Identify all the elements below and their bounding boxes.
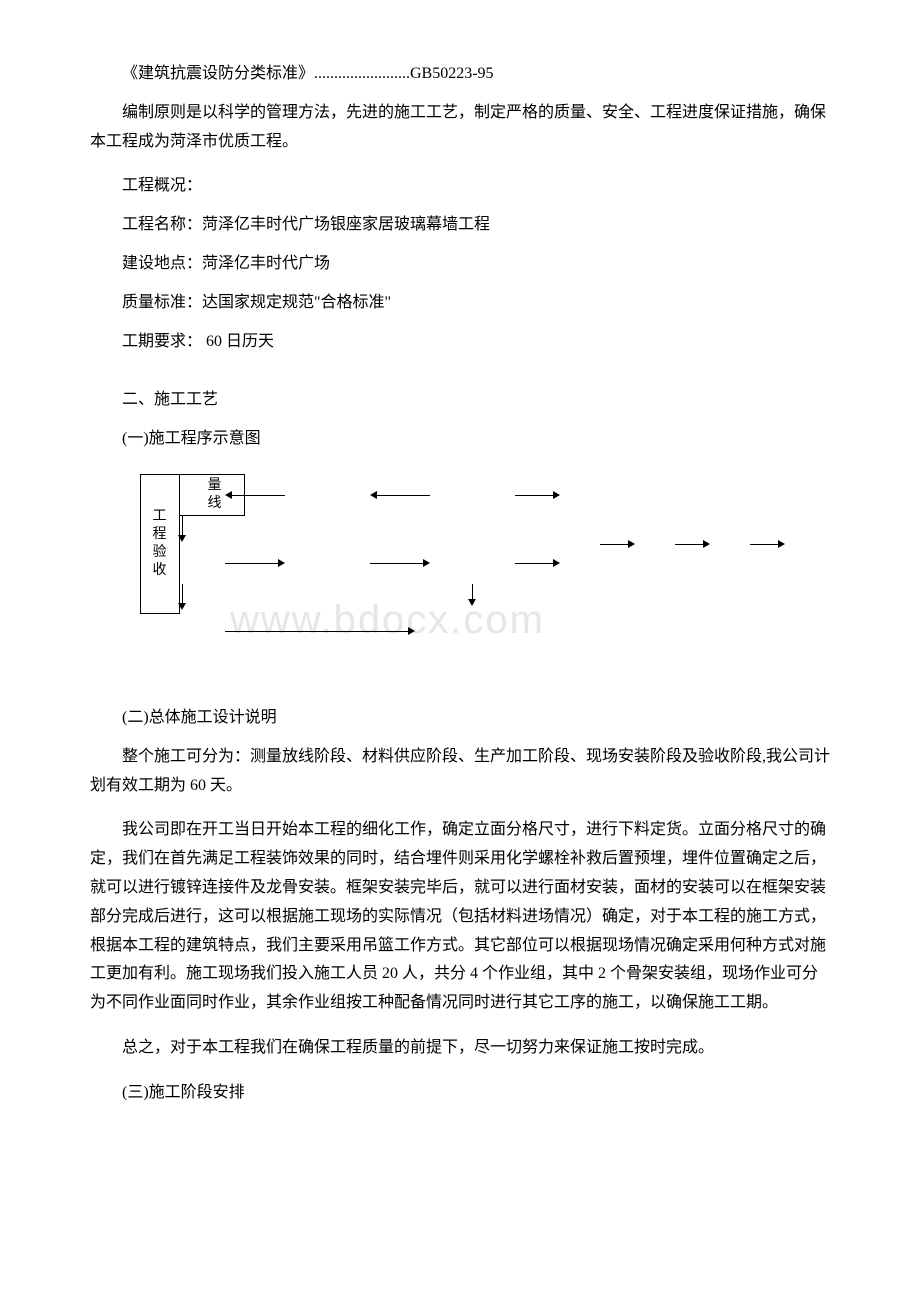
flow-arrowhead — [178, 603, 186, 610]
flow-arrowhead — [423, 559, 430, 567]
flow-arrowhead — [703, 540, 710, 548]
flow-arrow — [600, 544, 628, 545]
flow-arrow — [182, 516, 183, 535]
flow-arrow — [182, 584, 183, 603]
project-name: 工程名称：菏泽亿丰时代广场银座家居玻璃幕墙工程 — [90, 211, 830, 240]
project-overview-label: 工程概况： — [90, 172, 830, 201]
watermark-text: www.bdocx.com — [230, 584, 545, 656]
flow-arrowhead — [178, 535, 186, 542]
flow-arrow — [472, 584, 473, 599]
flow-arrowhead — [628, 540, 635, 548]
flow-arrowhead — [468, 599, 476, 606]
design-description-2: 我公司即在开工当日开始本工程的细化工作，确定立面分格尺寸，进行下料定货。立面分格… — [90, 816, 830, 1018]
flow-label: 收 — [153, 562, 168, 580]
flow-arrowhead — [225, 491, 232, 499]
design-summary: 总之，对于本工程我们在确保工程质量的前提下，尽一切努力来保证施工按时完成。 — [90, 1034, 830, 1063]
construction-location: 建设地点：菏泽亿丰时代广场 — [90, 250, 830, 279]
flow-arrow — [515, 495, 553, 496]
flow-box-acceptance: 工 程 验 收 — [140, 474, 180, 614]
subsection-1-heading: (一)施工程序示意图 — [90, 425, 830, 454]
flow-arrowhead — [553, 559, 560, 567]
flow-arrowhead — [553, 491, 560, 499]
flow-arrow — [377, 495, 430, 496]
flow-label: 程 — [153, 526, 168, 544]
flow-arrow — [225, 631, 408, 632]
flow-arrowhead — [778, 540, 785, 548]
flow-arrow — [750, 544, 778, 545]
design-description-1: 整个施工可分为：测量放线阶段、材料供应阶段、生产加工阶段、现场安装阶段及验收阶段… — [90, 743, 830, 801]
flow-arrowhead — [278, 559, 285, 567]
flow-arrowhead — [370, 491, 377, 499]
flow-arrowhead — [408, 627, 415, 635]
flow-label: 验 — [153, 544, 168, 562]
flow-arrow — [675, 544, 703, 545]
flow-arrow — [232, 495, 285, 496]
compilation-principle: 编制原则是以科学的管理方法，先进的施工工艺，制定严格的质量、安全、工程进度保证措… — [90, 99, 830, 157]
process-flowchart: www.bdocx.com 材 料 准 备 板材加工 制 作 板 材 运 输 幕… — [140, 474, 900, 664]
flow-arrow — [370, 563, 423, 564]
flow-arrow — [225, 563, 278, 564]
subsection-2-heading: (二)总体施工设计说明 — [90, 704, 830, 733]
section-2-heading: 二、施工工艺 — [90, 386, 830, 415]
flow-arrow — [515, 563, 553, 564]
duration-requirement: 工期要求： 60 日历天 — [90, 328, 830, 357]
flow-label: 工 — [153, 508, 168, 526]
standard-reference: 《建筑抗震设防分类标准》........................GB50… — [90, 60, 830, 89]
quality-standard: 质量标准：达国家规定规范"合格标准" — [90, 289, 830, 318]
subsection-3-heading: (三)施工阶段安排 — [90, 1079, 830, 1108]
